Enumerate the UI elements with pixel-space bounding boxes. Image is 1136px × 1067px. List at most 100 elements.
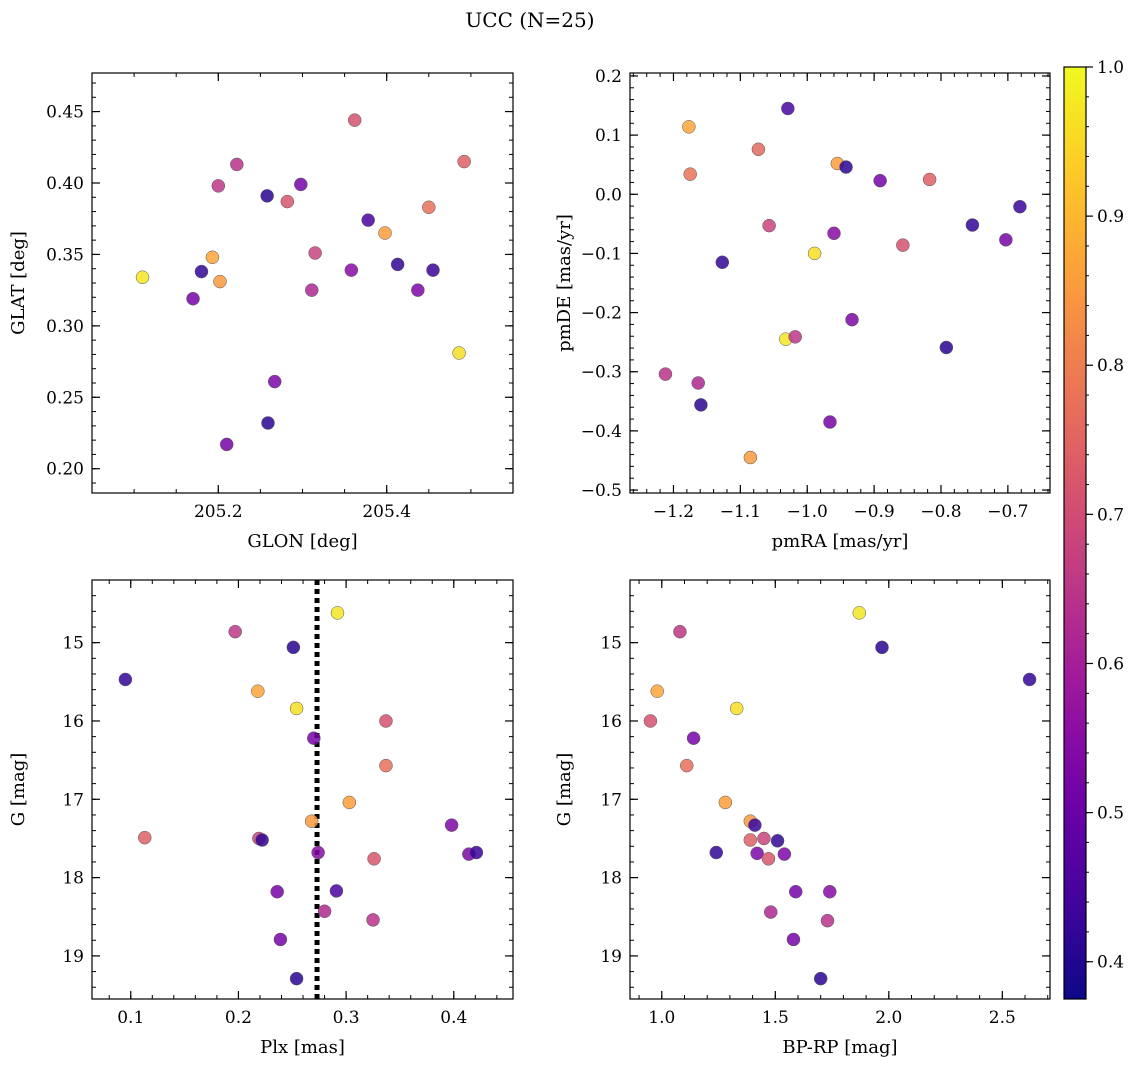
y-axis-label: pmDE [mas/yr] <box>554 214 575 352</box>
scatter-point <box>330 606 345 620</box>
scatter-point <box>761 852 776 866</box>
scatter-point <box>280 194 295 209</box>
scatter-point <box>267 374 282 389</box>
axes-frame <box>629 72 1051 494</box>
scatter-point <box>750 846 764 861</box>
x-tick-label: 0.1 <box>117 1008 144 1028</box>
x-tick-label: 1.5 <box>762 1008 789 1028</box>
scatter-point <box>255 833 269 847</box>
scatter-point <box>786 932 801 947</box>
colorbar-gradient <box>1063 66 1087 1000</box>
x-axis-label: GLON [deg] <box>247 531 357 552</box>
scatter-point <box>827 226 841 241</box>
y-tick-label: −0.3 <box>581 363 622 383</box>
scatter-point <box>1013 199 1027 214</box>
scatter-point <box>807 246 822 261</box>
scatter-point <box>289 701 304 716</box>
y-tick-label: 0.35 <box>46 245 84 265</box>
y-axis-label: G [mag] <box>554 753 575 826</box>
scatter-point <box>650 684 664 698</box>
scatter-point <box>311 845 325 860</box>
scatter-point <box>922 172 937 187</box>
panel-1: 205.2 205.4 0.20 0.25 0.30 0.35 0.40 0.45 GLON [… <box>8 72 514 552</box>
major-ticks <box>92 73 513 493</box>
scatter-point <box>751 142 766 157</box>
x-tick-label: 2.5 <box>989 1008 1016 1028</box>
y-tick-label: 0.2 <box>595 67 622 87</box>
scatter-point <box>781 101 795 116</box>
y-tick-label: 16 <box>62 712 84 732</box>
colorbar-tick-label: 1.0 <box>1097 58 1124 78</box>
scatter-point <box>896 238 910 252</box>
scatter-point <box>743 450 758 465</box>
scatter-point <box>211 179 226 193</box>
x-tick-label: 1.0 <box>648 1008 675 1028</box>
scatter-point <box>845 312 859 327</box>
scatter-point <box>270 884 284 899</box>
scatter-point <box>680 758 694 773</box>
y-tick-label: 17 <box>600 790 622 810</box>
minor-ticks <box>630 73 1050 493</box>
y-tick-label: 0.40 <box>46 174 84 194</box>
colorbar-tick-label: 0.8 <box>1097 356 1124 376</box>
x-tick-label: −1.2 <box>653 502 694 522</box>
x-tick-label: −0.7 <box>987 502 1028 522</box>
y-tick-label: 19 <box>600 947 622 967</box>
y-tick-label: 0.1 <box>595 126 622 146</box>
scatter-point <box>682 120 696 134</box>
scatter-point <box>135 270 150 285</box>
axes-frame <box>629 579 1051 1000</box>
axes-frame <box>91 579 514 1000</box>
y-tick-label: −0.2 <box>581 304 622 324</box>
scatter-point <box>469 845 484 860</box>
y-tick-label: 18 <box>62 869 84 889</box>
x-axis-label: BP-RP [mag] <box>782 1037 897 1058</box>
panel-3: 0.1 0.2 0.3 0.4 15 16 17 18 19 Plx [mas] G [mag] <box>8 579 514 1058</box>
scatter-point <box>307 731 321 745</box>
scatter-point <box>273 932 288 947</box>
y-tick-label: 0.30 <box>46 317 84 337</box>
scatter-point <box>260 189 274 203</box>
scatter-point <box>305 283 319 297</box>
scatter-point <box>219 437 234 452</box>
colorbar: 0.4 0.5 0.6 0.7 0.8 0.9 1.0 <box>1063 58 1124 1000</box>
scatter-point <box>329 884 344 898</box>
minor-ticks <box>630 579 1050 999</box>
colorbar-tick-label: 0.6 <box>1097 654 1124 674</box>
x-axis-label: Plx [mas] <box>260 1037 345 1058</box>
scatter-point <box>757 831 771 846</box>
scatter-point <box>186 291 200 306</box>
scatter-point <box>788 330 802 344</box>
x-tick-label: 0.4 <box>440 1008 467 1028</box>
y-tick-label: 15 <box>600 634 622 654</box>
minor-ticks <box>92 579 513 999</box>
scatter-point <box>286 640 301 655</box>
panel-4: 1.0 1.5 2.0 2.5 15 16 17 18 19 BP-RP [mag] G [mag] <box>554 579 1051 1058</box>
scatter-point <box>344 263 359 277</box>
scatter-point <box>715 255 730 270</box>
scatter-points <box>658 101 1027 465</box>
scatter-point <box>777 847 792 861</box>
scatter-point <box>426 263 440 277</box>
scatter-point <box>251 684 265 698</box>
colorbar-tick-label: 0.7 <box>1097 505 1124 525</box>
scatter-point <box>691 376 705 390</box>
scatter-point <box>294 177 308 192</box>
scatter-point <box>718 795 733 810</box>
scatter-point <box>444 818 459 832</box>
scatter-point <box>686 731 701 745</box>
colorbar-tick-label: 0.5 <box>1097 804 1124 824</box>
scatter-point <box>390 257 405 272</box>
scatter-point <box>379 758 393 773</box>
x-tick-label: −0.8 <box>920 502 961 522</box>
scatter-point <box>643 714 658 728</box>
scatter-point <box>213 274 227 289</box>
scatter-point <box>683 167 697 181</box>
y-tick-label: 16 <box>600 712 622 732</box>
scatter-point <box>770 834 785 848</box>
scatter-point <box>820 913 835 928</box>
scatter-point <box>379 714 393 728</box>
scatter-point <box>289 971 304 986</box>
y-tick-label: −0.4 <box>581 422 622 442</box>
